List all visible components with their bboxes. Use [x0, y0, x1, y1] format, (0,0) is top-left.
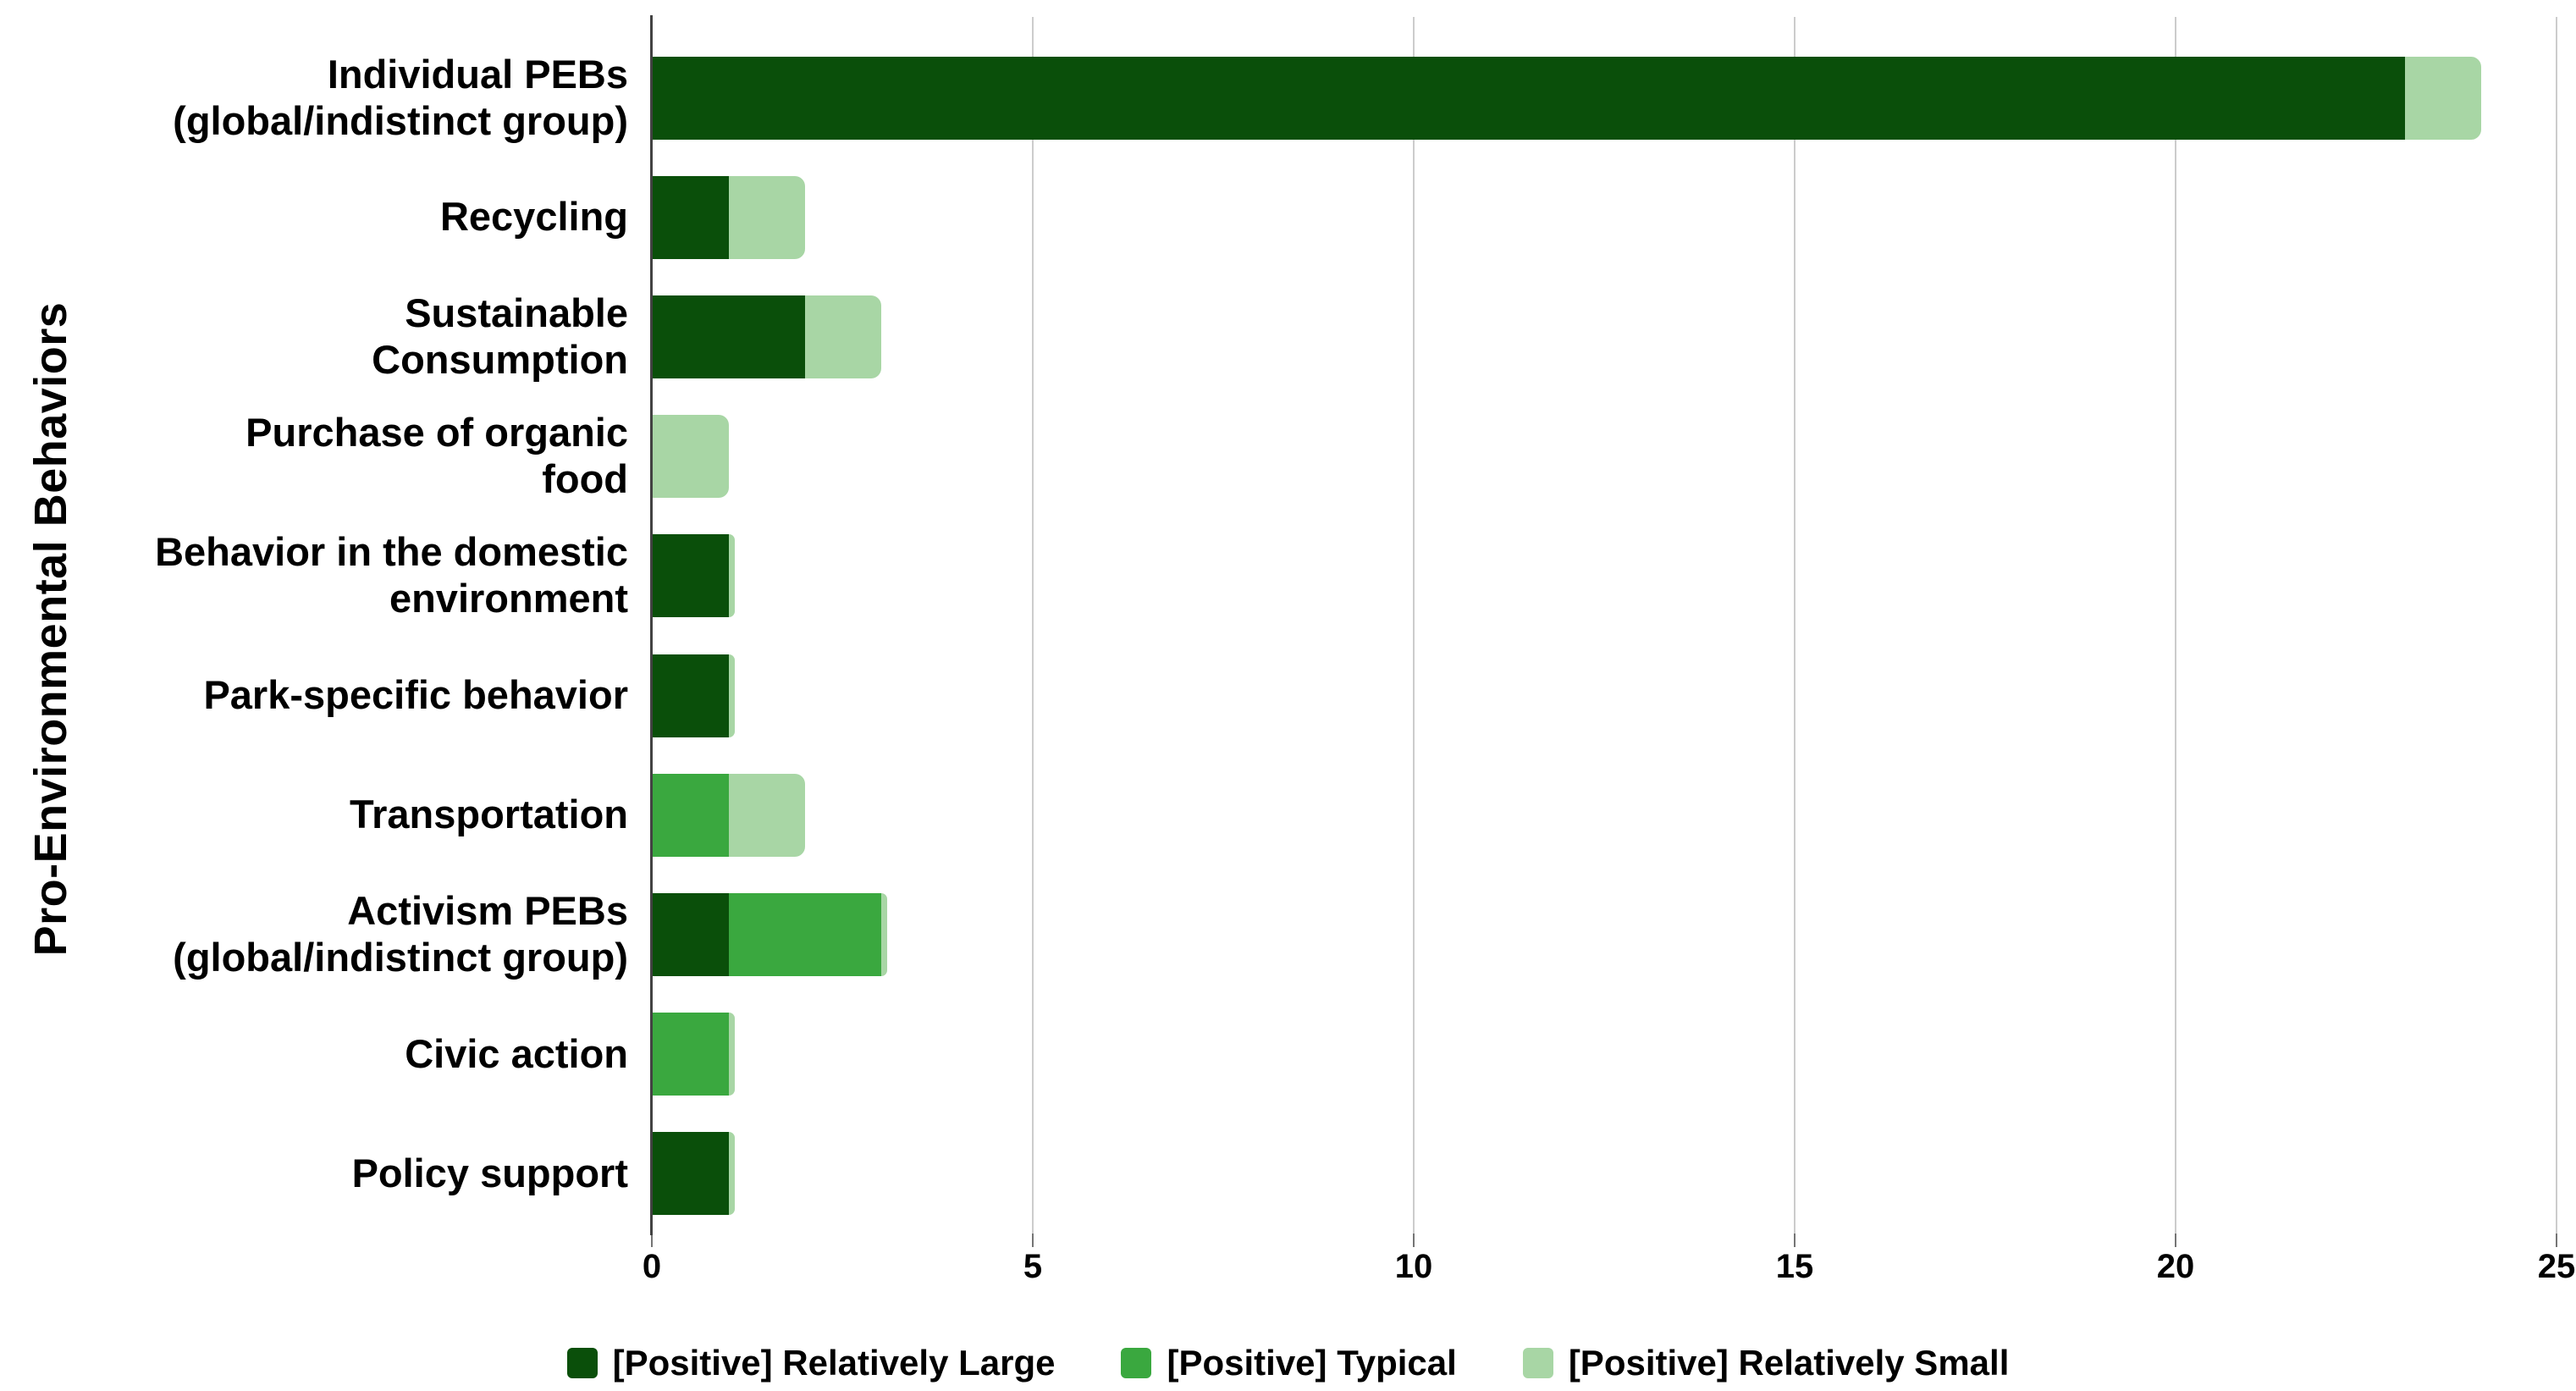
category-label: Sustainable Consumption — [0, 277, 628, 396]
bar-segment-large — [653, 56, 2405, 140]
bar-segment-small — [805, 295, 881, 378]
gridline — [1794, 17, 1795, 1234]
category-label-line: Civic action — [405, 1030, 628, 1076]
category-label-line: Consumption — [372, 336, 628, 382]
bar-segment-typical — [653, 773, 729, 857]
bar — [653, 295, 881, 378]
gridline — [1032, 17, 1034, 1234]
bar-row: Park-specific behavior — [0, 636, 2576, 755]
bar-segment-small — [729, 654, 735, 737]
bar-segment-small — [729, 773, 805, 857]
legend-swatch-relatively-small — [1522, 1348, 1553, 1378]
x-tick — [1794, 1234, 1795, 1247]
bar-segment-small — [881, 892, 887, 976]
category-label: Activism PEBs (global/indistinct group) — [0, 875, 628, 994]
category-label: Policy support — [0, 1114, 628, 1234]
bar-segment-large — [653, 1132, 729, 1216]
bar-row: Individual PEBs (global/indistinct group) — [0, 38, 2576, 157]
bar — [653, 892, 887, 976]
bar — [653, 415, 729, 499]
bar-row: Civic action — [0, 995, 2576, 1114]
category-label-line: food — [542, 456, 628, 502]
x-tick — [1413, 1234, 1415, 1247]
legend: [Positive] Relatively Large [Positive] T… — [0, 1343, 2576, 1383]
x-tick-label: 15 — [1775, 1248, 1814, 1285]
x-tick — [2175, 1234, 2176, 1247]
category-label-line: (global/indistinct group) — [173, 97, 628, 143]
x-tick-label: 5 — [1023, 1248, 1043, 1285]
category-label: Recycling — [0, 157, 628, 277]
bar-segment-large — [653, 654, 729, 737]
category-label-line: Behavior in the domestic — [155, 529, 628, 575]
legend-item-typical: [Positive] Typical — [1121, 1343, 1457, 1383]
bar-segment-small — [729, 534, 735, 618]
bar — [653, 1013, 735, 1096]
bar-row: Sustainable Consumption — [0, 277, 2576, 396]
category-label-line: environment — [389, 576, 628, 621]
plot-area — [652, 17, 2557, 1234]
category-label-line: Purchase of organic — [245, 410, 628, 455]
x-tick — [1032, 1234, 1034, 1247]
legend-swatch-relatively-large — [566, 1348, 598, 1378]
legend-item-relatively-large: [Positive] Relatively Large — [566, 1343, 1056, 1383]
category-label-line: Recycling — [439, 194, 628, 240]
x-tick-label: 20 — [2156, 1248, 2195, 1285]
legend-item-relatively-small: [Positive] Relatively Small — [1522, 1343, 2010, 1383]
bar — [653, 773, 805, 857]
bar-segment-typical — [653, 1013, 729, 1096]
x-tick-label: 10 — [1394, 1248, 1433, 1285]
category-label-line: Activism PEBs — [347, 888, 628, 933]
bar-segment-small — [729, 1013, 735, 1096]
x-tick-label: 25 — [2537, 1248, 2576, 1285]
legend-swatch-typical — [1121, 1348, 1152, 1378]
category-label-line: Park-specific behavior — [203, 672, 628, 718]
x-tick — [2556, 1234, 2557, 1247]
category-label: Transportation — [0, 755, 628, 875]
x-tick — [651, 1234, 653, 1247]
y-axis-line — [650, 15, 653, 1235]
bar — [653, 175, 805, 259]
gridline — [1413, 17, 1415, 1234]
bar-row: Purchase of organic food — [0, 397, 2576, 516]
category-label: Purchase of organic food — [0, 397, 628, 516]
bar-row: Transportation — [0, 755, 2576, 875]
bar-row: Activism PEBs (global/indistinct group) — [0, 875, 2576, 994]
category-label-line: (global/indistinct group) — [173, 934, 628, 980]
legend-label-typical: [Positive] Typical — [1167, 1343, 1457, 1383]
category-label: Civic action — [0, 995, 628, 1114]
bar-segment-large — [653, 534, 729, 618]
category-label: Park-specific behavior — [0, 636, 628, 755]
bar-segment-large — [653, 892, 729, 976]
category-label-line: Sustainable — [405, 290, 628, 335]
bar-segment-small — [729, 175, 805, 259]
bar-row: Recycling — [0, 157, 2576, 277]
legend-label-relatively-small: [Positive] Relatively Small — [1568, 1343, 2010, 1383]
category-label-line: Individual PEBs — [327, 51, 628, 97]
bar-segment-small — [2405, 56, 2481, 140]
bar — [653, 1132, 735, 1216]
bar-segment-large — [653, 175, 729, 259]
category-label-line: Transportation — [349, 792, 628, 837]
legend-label-relatively-large: [Positive] Relatively Large — [612, 1343, 1056, 1383]
bar-segment-small — [653, 415, 729, 499]
bar — [653, 654, 735, 737]
category-label: Individual PEBs (global/indistinct group) — [0, 38, 628, 157]
category-label: Behavior in the domestic environment — [0, 516, 628, 636]
bar — [653, 534, 735, 618]
gridline — [2175, 17, 2176, 1234]
category-label-line: Policy support — [351, 1150, 628, 1195]
gridline — [2556, 17, 2557, 1234]
bar — [653, 56, 2481, 140]
bar-row: Policy support — [0, 1114, 2576, 1234]
bar-row: Behavior in the domestic environment — [0, 516, 2576, 636]
bar-segment-typical — [729, 892, 881, 976]
x-tick-label: 0 — [642, 1248, 662, 1285]
bar-segment-small — [729, 1132, 735, 1216]
bar-segment-large — [653, 295, 805, 378]
